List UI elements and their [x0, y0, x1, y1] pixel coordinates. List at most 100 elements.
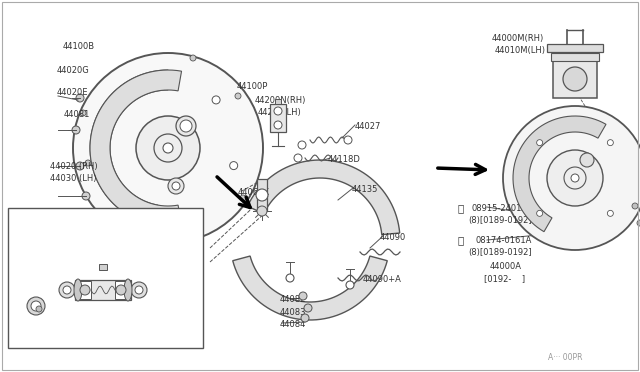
Circle shape [344, 136, 352, 144]
Text: 44112: 44112 [118, 245, 144, 254]
Text: 44124: 44124 [148, 230, 174, 239]
Circle shape [59, 282, 75, 298]
Text: 44100B: 44100B [63, 42, 95, 51]
Bar [270, 104, 286, 132]
Text: 44081: 44081 [64, 110, 90, 119]
Polygon shape [90, 70, 182, 226]
Bar [79, 281, 91, 299]
Bar [99, 264, 107, 270]
Circle shape [31, 301, 41, 311]
Circle shape [76, 94, 84, 102]
Text: 08915-2401A: 08915-2401A [472, 204, 528, 213]
Circle shape [607, 210, 613, 217]
Circle shape [131, 282, 147, 298]
Text: [0192-    ]: [0192- ] [484, 274, 525, 283]
Text: 44090+A: 44090+A [363, 275, 402, 284]
Polygon shape [248, 160, 400, 235]
Text: 44128: 44128 [14, 278, 40, 287]
Circle shape [168, 178, 184, 194]
Text: 44118D: 44118D [328, 155, 361, 164]
Circle shape [180, 120, 192, 132]
Circle shape [274, 107, 282, 115]
Circle shape [182, 210, 189, 218]
Text: 44200N(RH): 44200N(RH) [255, 96, 307, 105]
Text: 08174-0161A: 08174-0161A [475, 236, 531, 245]
Circle shape [537, 210, 543, 217]
Circle shape [301, 314, 309, 322]
Circle shape [503, 106, 640, 250]
Text: 44125: 44125 [90, 305, 116, 314]
Circle shape [76, 162, 84, 170]
Circle shape [145, 237, 151, 243]
Circle shape [230, 161, 237, 170]
Circle shape [82, 192, 90, 200]
Text: 44135: 44135 [352, 185, 378, 194]
Circle shape [27, 297, 45, 315]
Circle shape [632, 203, 638, 209]
Circle shape [212, 96, 220, 104]
Circle shape [80, 110, 86, 116]
Text: 44112: 44112 [68, 238, 94, 247]
Bar [75, 280, 131, 300]
Circle shape [80, 285, 90, 295]
Text: 44060K: 44060K [238, 188, 270, 197]
Bar [8, 208, 203, 348]
Text: 44020 (RH): 44020 (RH) [50, 162, 98, 171]
Circle shape [274, 121, 282, 129]
Polygon shape [513, 116, 606, 232]
Text: (8)[0189-0192]: (8)[0189-0192] [468, 248, 532, 257]
Circle shape [176, 116, 196, 136]
Circle shape [299, 292, 307, 300]
Circle shape [304, 304, 312, 312]
Text: 44108: 44108 [148, 278, 174, 287]
Circle shape [116, 192, 124, 200]
Circle shape [346, 281, 354, 289]
Circle shape [256, 189, 268, 201]
Text: 44020G: 44020G [57, 66, 90, 75]
Circle shape [257, 206, 267, 216]
Polygon shape [233, 256, 387, 320]
Circle shape [563, 67, 587, 91]
Circle shape [637, 220, 640, 226]
Text: 44084: 44084 [280, 320, 307, 329]
Polygon shape [90, 70, 168, 225]
Text: 44082: 44082 [280, 295, 307, 304]
Ellipse shape [124, 279, 132, 301]
Circle shape [63, 286, 71, 294]
Bar [257, 179, 267, 211]
Circle shape [136, 116, 200, 180]
Text: 44027: 44027 [355, 122, 381, 131]
Bar [547, 44, 603, 52]
Circle shape [547, 150, 603, 206]
Circle shape [85, 160, 91, 166]
Text: 44108: 44108 [84, 324, 110, 333]
Bar [553, 60, 597, 98]
Circle shape [571, 174, 579, 182]
Bar [115, 281, 127, 299]
Text: 44100P: 44100P [237, 82, 268, 91]
Circle shape [537, 140, 543, 146]
Bar [275, 99, 281, 104]
Text: 44020E: 44020E [57, 88, 88, 97]
Text: 44129: 44129 [52, 230, 78, 239]
Circle shape [172, 182, 180, 190]
Circle shape [298, 141, 306, 149]
Circle shape [240, 195, 246, 201]
Circle shape [607, 140, 613, 146]
Circle shape [73, 53, 263, 243]
Circle shape [294, 154, 302, 162]
Text: A··· 00PR: A··· 00PR [548, 353, 582, 362]
Text: 44124: 44124 [14, 238, 40, 247]
Circle shape [99, 126, 106, 134]
Circle shape [72, 126, 80, 134]
Text: (8)[0189-0192]: (8)[0189-0192] [468, 216, 532, 225]
Circle shape [116, 285, 126, 295]
Circle shape [190, 55, 196, 61]
Circle shape [580, 153, 594, 167]
Text: 44100K: 44100K [78, 213, 109, 222]
Circle shape [235, 93, 241, 99]
Text: 44000M(RH): 44000M(RH) [492, 34, 544, 43]
Text: 44010M(LH): 44010M(LH) [495, 46, 546, 55]
Text: 44083: 44083 [280, 308, 307, 317]
Bar [551, 53, 599, 61]
